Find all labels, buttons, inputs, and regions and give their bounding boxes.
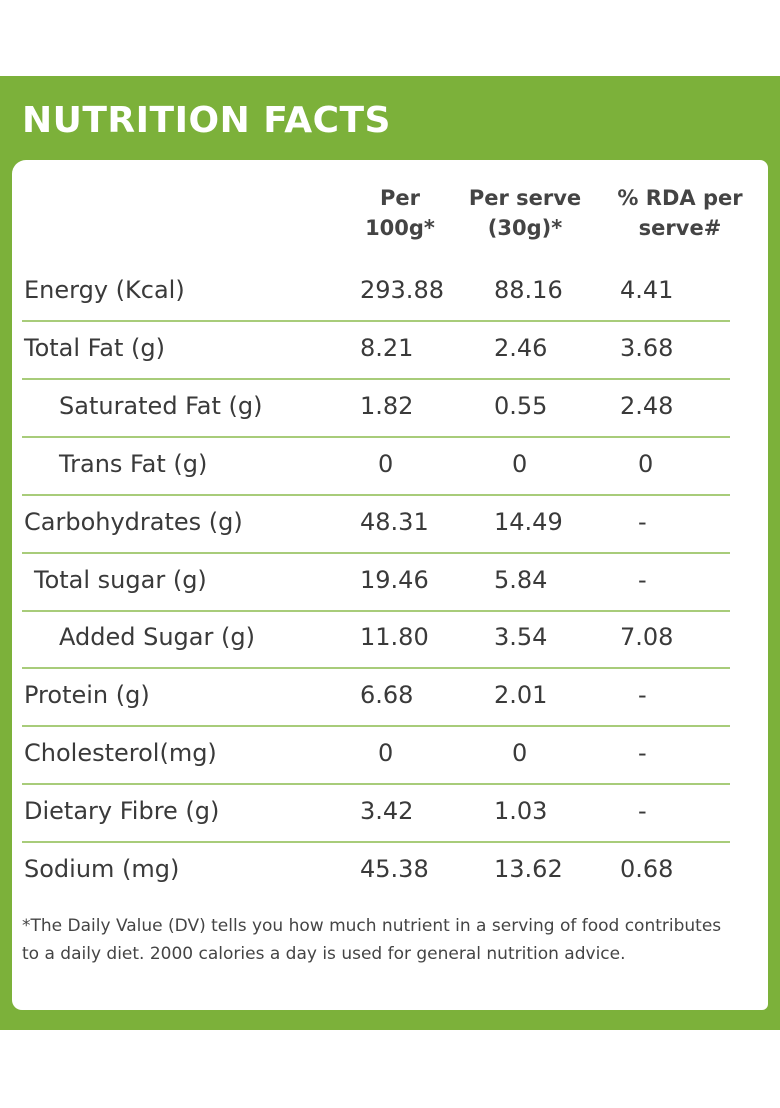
cell-value: 7.08 [620, 623, 674, 652]
cell-value: 1.03 [494, 797, 548, 826]
row-label: Dietary Fibre (g) [24, 797, 220, 826]
row-label: Protein (g) [24, 681, 150, 710]
row-divider [22, 435, 730, 438]
row-label: Total sugar (g) [34, 565, 207, 594]
cell-value: 5.84 [494, 565, 548, 594]
row-divider [22, 493, 730, 496]
cell-value: - [638, 565, 647, 594]
cell-value: 0.68 [620, 855, 674, 883]
cell-value: 1.82 [360, 391, 414, 420]
cell-value: 0 [512, 739, 528, 768]
row-label: Added Sugar (g) [59, 623, 255, 652]
column-header: 100g* [365, 216, 435, 240]
cell-value: 0 [378, 739, 394, 768]
row-divider [22, 551, 730, 554]
cell-value: 0 [638, 449, 654, 478]
cell-value: 0.55 [494, 391, 548, 420]
table-panel [12, 160, 768, 1010]
cell-value: - [638, 739, 647, 768]
row-divider [22, 320, 730, 322]
cell-value: 4.41 [620, 276, 674, 304]
row-label: Energy (Kcal) [24, 276, 185, 304]
cell-value: 14.49 [494, 507, 563, 536]
row-label: Cholesterol(mg) [24, 739, 217, 768]
cell-value: 45.38 [360, 855, 429, 883]
cell-value: 3.42 [360, 797, 414, 826]
row-label: Sodium (mg) [24, 855, 180, 883]
column-header: serve# [638, 216, 722, 240]
row-label: Carbohydrates (g) [24, 507, 243, 536]
cell-value: - [638, 681, 647, 710]
column-header: Per serve [468, 186, 582, 210]
column-header: Per [380, 186, 420, 210]
cell-value: - [638, 507, 647, 536]
cell-value: 3.68 [620, 333, 674, 362]
cell-value: 6.68 [360, 681, 414, 710]
row-divider [22, 667, 730, 670]
cell-value: 88.16 [494, 276, 563, 304]
row-divider [22, 377, 730, 380]
row-label: Saturated Fat (g) [59, 391, 263, 420]
cell-value: 2.01 [494, 681, 548, 710]
row-label: Trans Fat (g) [59, 449, 208, 478]
cell-value: 11.80 [360, 623, 429, 652]
row-label: Total Fat (g) [24, 333, 165, 362]
cell-value: 0 [378, 449, 394, 478]
row-divider [22, 725, 730, 728]
title: NUTRITION FACTS [22, 100, 391, 141]
cell-value: - [638, 797, 647, 826]
cell-value: 0 [512, 449, 528, 478]
cell-value: 8.21 [360, 333, 414, 362]
cell-value: 293.88 [360, 276, 444, 304]
cell-value: 48.31 [360, 507, 429, 536]
row-divider [22, 841, 730, 844]
cell-value: 2.48 [620, 391, 674, 420]
column-header: % RDA per [617, 186, 743, 210]
row-divider [22, 783, 730, 786]
cell-value: 2.46 [494, 333, 548, 362]
footnote: *The Daily Value (DV) tells you how much… [22, 916, 722, 964]
cell-value: 13.62 [494, 855, 563, 883]
row-divider [22, 609, 730, 612]
cell-value: 3.54 [494, 623, 548, 652]
column-header: (30g)* [487, 216, 563, 240]
cell-value: 19.46 [360, 565, 429, 594]
